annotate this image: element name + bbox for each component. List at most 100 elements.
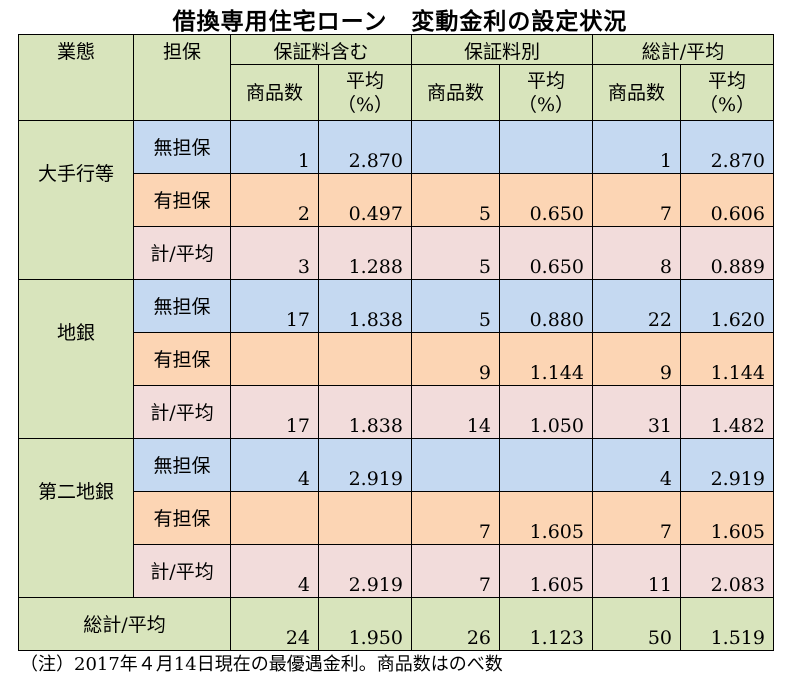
cell-count: 22 — [592, 279, 681, 333]
cell-average: 0.889 — [680, 226, 774, 280]
cell-count — [411, 120, 500, 174]
header-average-line1: 平均 — [707, 69, 746, 92]
collateral-label: 無担保 — [133, 279, 231, 333]
cell-count — [230, 332, 319, 386]
cell-average: 1.838 — [318, 279, 412, 333]
header-average-unit: （%） — [698, 93, 756, 116]
header-business: 業態 — [18, 34, 134, 121]
cell-average: 1.838 — [318, 385, 412, 439]
cell-average: 2.870 — [680, 120, 774, 174]
cell-average: 1.144 — [680, 332, 774, 386]
table-row: 第二地銀 無担保 4 2.919 4 2.919 — [18, 438, 774, 598]
cell-average: 0.650 — [499, 226, 593, 280]
cell-average: 1.950 — [318, 597, 412, 651]
cell-average: 2.870 — [318, 120, 412, 174]
header-average-unit: （%） — [517, 93, 575, 116]
header-guarantee-included: 保証料含む — [230, 34, 412, 65]
cell-count: 9 — [592, 332, 681, 386]
cell-count — [230, 491, 319, 545]
cell-count: 7 — [411, 491, 500, 545]
cell-average: 1.605 — [499, 544, 593, 598]
cell-count: 1 — [230, 120, 319, 174]
cell-count: 31 — [592, 385, 681, 439]
collateral-label: 無担保 — [133, 438, 231, 492]
collateral-label: 計/平均 — [133, 385, 231, 439]
table-row: 計/平均 17 1.838 14 1.050 31 1.482 — [19, 385, 774, 439]
collateral-label: 無担保 — [133, 120, 231, 174]
collateral-label: 計/平均 — [133, 226, 231, 280]
cell-average: 1.620 — [680, 279, 774, 333]
cell-count: 8 — [592, 226, 681, 280]
table-title: 借換専用住宅ローン 変動金利の設定状況 — [172, 9, 628, 35]
table-row: 地銀 無担保 17 1.838 5 0.880 22 1.620 — [18, 279, 774, 439]
cell-count: 4 — [592, 438, 681, 492]
cell-average: 2.919 — [318, 544, 412, 598]
cell-count: 5 — [411, 173, 500, 227]
cell-average: 1.605 — [680, 491, 774, 545]
cell-count: 5 — [411, 279, 500, 333]
cell-average: 0.880 — [499, 279, 593, 333]
cell-average: 1.123 — [499, 597, 593, 651]
cell-count: 7 — [592, 173, 681, 227]
header-average-unit: （%） — [336, 93, 394, 116]
cell-count: 4 — [230, 544, 319, 598]
collateral-label: 有担保 — [133, 173, 231, 227]
cell-average: 1.482 — [680, 385, 774, 439]
cell-count: 7 — [411, 544, 500, 598]
cell-average: 2.919 — [680, 438, 774, 492]
header-collateral: 担保 — [133, 34, 231, 121]
cell-average: 1.288 — [318, 226, 412, 280]
cell-count: 17 — [230, 279, 319, 333]
table-row: 計/平均 3 1.288 5 0.650 8 0.889 — [19, 226, 774, 280]
total-row: 総計/平均 24 1.950 26 1.123 50 1.519 — [18, 597, 774, 651]
cell-count: 9 — [411, 332, 500, 386]
cell-count: 3 — [230, 226, 319, 280]
cell-count: 2 — [230, 173, 319, 227]
business-type-label: 地銀 — [18, 279, 134, 439]
table-row: 有担保 7 1.605 7 1.605 — [19, 491, 774, 545]
cell-average: 1.519 — [680, 597, 774, 651]
loan-rate-table: 業態 担保 保証料含む 保証料別 総計/平均 商品数 平均 （%） 商品数 平均（… — [18, 34, 774, 651]
collateral-label: 有担保 — [133, 491, 231, 545]
footnote: （注）2017年４月14日現在の最優遇金利。商品数はのべ数 — [20, 654, 503, 675]
total-label: 総計/平均 — [18, 597, 231, 651]
cell-average: 0.497 — [318, 173, 412, 227]
header-average: 平均 （%） — [680, 64, 774, 121]
header-average: 平均 （%） — [318, 64, 412, 121]
header-average: 平均 （%） — [499, 64, 593, 121]
cell-count: 7 — [592, 491, 681, 545]
table-row: 計/平均 4 2.919 7 1.605 11 2.083 — [19, 544, 774, 598]
cell-count — [411, 438, 500, 492]
cell-count: 5 — [411, 226, 500, 280]
header-count: 商品数 — [592, 64, 681, 121]
collateral-label: 有担保 — [133, 332, 231, 386]
header-average-line1: 平均 — [345, 69, 384, 92]
cell-average — [499, 438, 593, 492]
cell-average: 1.050 — [499, 385, 593, 439]
cell-average: 0.650 — [499, 173, 593, 227]
cell-count: 24 — [230, 597, 319, 651]
business-type-label: 第二地銀 — [18, 438, 134, 598]
cell-average — [499, 120, 593, 174]
table-row: 有担保 9 1.144 9 1.144 — [19, 332, 774, 386]
cell-average: 2.083 — [680, 544, 774, 598]
cell-average — [318, 332, 412, 386]
header-average-line1: 平均 — [526, 69, 565, 92]
cell-average — [318, 491, 412, 545]
cell-count: 1 — [592, 120, 681, 174]
header-overall: 総計/平均 — [592, 34, 774, 65]
cell-average: 1.605 — [499, 491, 593, 545]
cell-average: 0.606 — [680, 173, 774, 227]
cell-count: 4 — [230, 438, 319, 492]
cell-count: 50 — [592, 597, 681, 651]
cell-count: 11 — [592, 544, 681, 598]
table-row: 有担保 2 0.497 5 0.650 7 0.606 — [19, 173, 774, 227]
business-type-label: 大手行等 — [18, 120, 134, 280]
header-guarantee-separate: 保証料別 — [411, 34, 593, 65]
header-count: 商品数 — [230, 64, 319, 121]
table-row: 大手行等 無担保 1 2.870 1 2.870 — [18, 120, 774, 280]
cell-average: 2.919 — [318, 438, 412, 492]
cell-average: 1.144 — [499, 332, 593, 386]
cell-count: 26 — [411, 597, 500, 651]
cell-count: 17 — [230, 385, 319, 439]
